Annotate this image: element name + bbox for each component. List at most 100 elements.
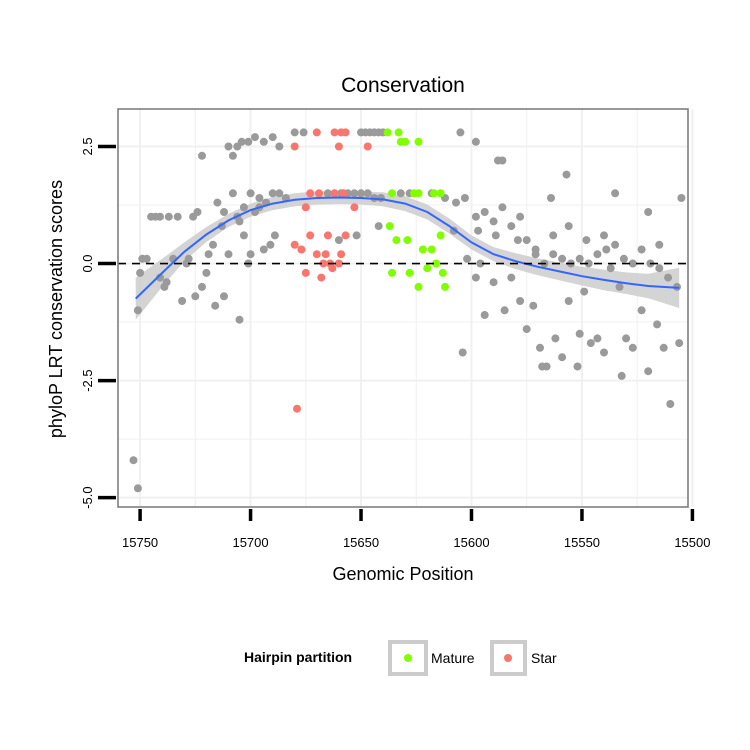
x-tick-label: 15550 [564,535,600,550]
data-point [376,194,385,202]
data-point [489,217,498,226]
data-point [522,236,531,245]
data-point [666,400,675,408]
x-axis: 15750 15700 15650 15600 15550 15500 [122,509,710,550]
data-point [471,273,480,282]
star-point [334,259,343,268]
data-point [452,198,460,207]
star-point [328,264,337,273]
data-point [251,133,259,142]
y-tick-label: -2.5 [80,369,95,391]
data-point [268,189,277,198]
x-tick-label: 15600 [453,535,489,550]
data-point [622,334,631,343]
data-point [220,292,228,301]
data-point [299,128,308,137]
data-point [677,194,686,202]
data-point [363,189,372,198]
data-point [268,133,277,142]
data-point [600,348,608,357]
data-point [266,240,275,249]
data-point [246,250,255,259]
data-point [489,278,498,287]
data-point [628,343,637,352]
mature-point [414,189,423,198]
legend-label-star: Star [531,650,557,666]
data-point [142,254,151,263]
mature-point [436,189,445,198]
data-point [173,212,182,221]
data-point [211,301,220,310]
mature-point [403,236,412,245]
data-point [244,137,253,146]
data-point [396,189,405,198]
y-axis: 2.5 0.0 -2.5 -5.0 [80,137,116,509]
y-tick-label: -5.0 [80,486,95,508]
data-point [224,142,233,151]
mature-point [405,268,414,277]
mature-point [392,236,401,245]
data-point [617,371,626,380]
star-point [312,128,321,137]
star-point [301,268,310,277]
mature-point [394,128,403,137]
data-point [551,334,560,343]
data-point [637,306,646,315]
data-point [480,311,489,319]
data-point [471,212,480,221]
data-point [374,222,383,231]
data-point [193,208,202,216]
data-point [259,137,268,146]
mature-point [432,259,441,268]
grid-lines [118,109,694,507]
data-point [209,240,217,249]
mature-point [414,282,423,291]
data-point [133,484,142,493]
data-point [255,194,264,202]
data-point [522,325,531,334]
star-point [330,128,339,137]
data-point [513,236,522,245]
data-point [191,292,200,301]
data-point [584,259,593,268]
mature-point [423,264,432,273]
data-point [564,297,573,305]
mature-point [438,268,447,277]
data-point [136,268,145,277]
data-point [628,259,637,268]
star-point [293,404,301,413]
data-point [516,212,525,221]
legend-label-mature: Mature [431,650,475,666]
legend-title: Hairpin partition [244,649,352,665]
data-point [259,245,268,254]
data-point [202,268,211,277]
data-point [516,297,525,305]
data-point [562,170,571,179]
mature-point [429,189,438,198]
mature-point [388,189,396,198]
data-point [675,339,684,348]
x-tick-label: 15750 [122,535,158,550]
mature-point [436,231,445,240]
data-point [498,203,507,212]
data-point [564,222,573,231]
mature-point [441,282,449,291]
data-point [580,287,589,296]
x-tick-label: 15700 [232,535,268,550]
star-point [317,273,326,282]
data-point [549,250,558,259]
data-point [655,264,664,273]
star-point [323,231,332,240]
y-axis-title: phyloP LRT conservation scores [46,180,66,438]
data-point [474,226,483,235]
data-point [350,189,359,198]
data-point [606,264,615,273]
data-point [198,151,206,160]
smooth-trend-line [135,196,680,300]
mature-point [388,268,396,277]
data-point [460,194,469,202]
data-point [644,367,653,376]
star-point [337,250,346,259]
data-point [290,128,299,137]
